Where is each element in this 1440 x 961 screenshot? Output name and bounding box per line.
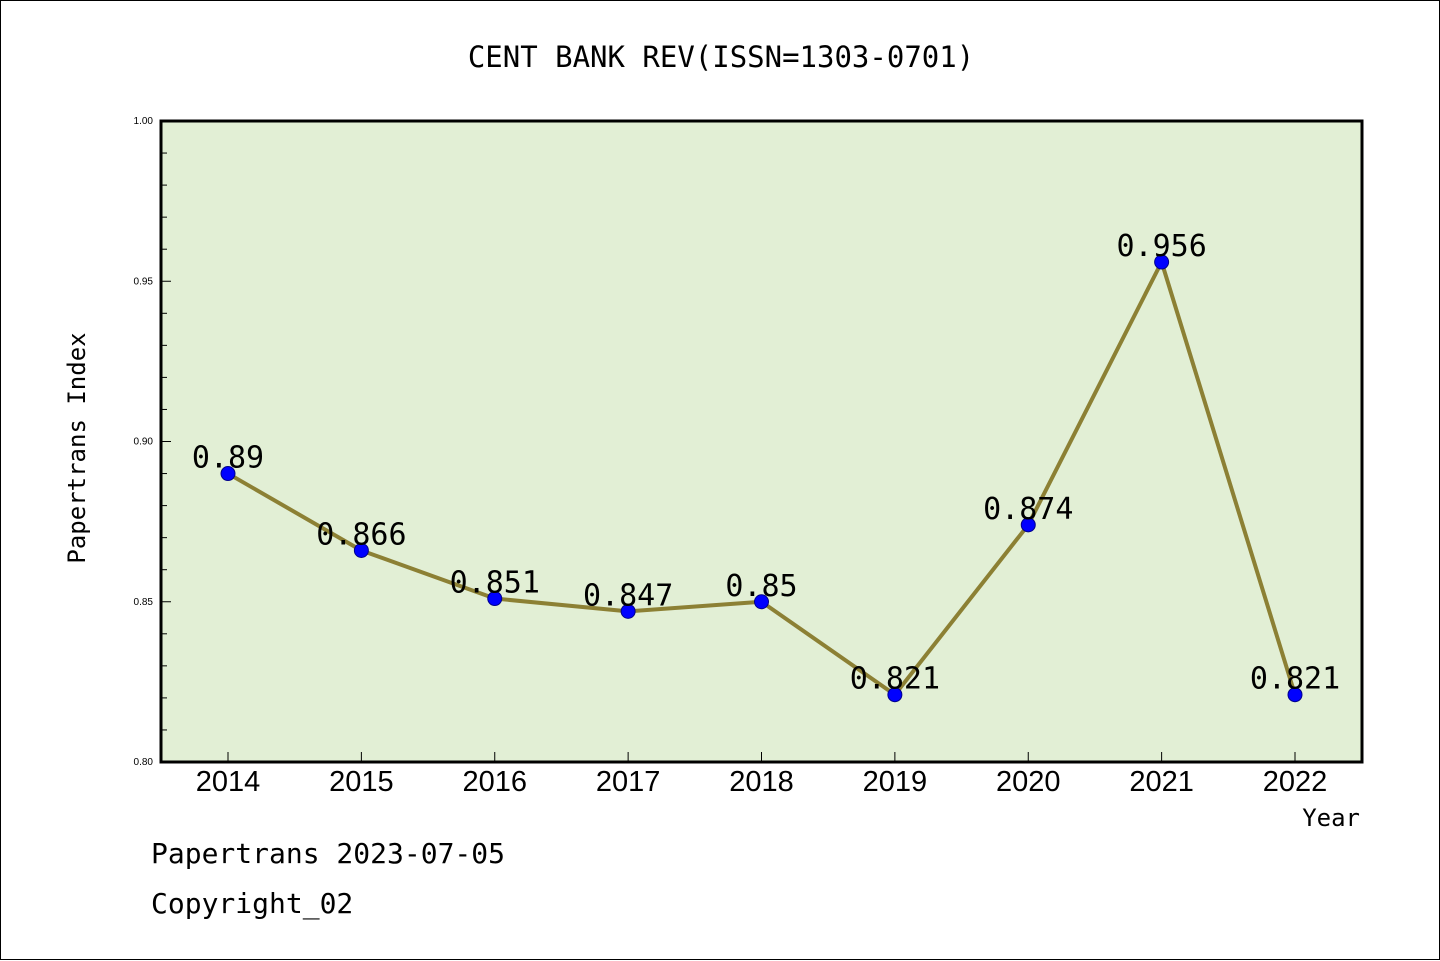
data-label: 0.851 [450,566,540,601]
data-point [754,594,769,610]
x-tick-label: 2017 [596,766,661,798]
x-tick-label: 2020 [996,766,1061,798]
y-axis: 0.80 0.85 0.90 0.95 1.00 [134,116,171,768]
x-tick-label: 2016 [462,766,527,798]
data-label: 0.821 [1250,662,1340,697]
x-tick-label: 2022 [1263,766,1328,798]
y-tick-label: 0.95 [134,276,154,287]
data-point [353,542,369,558]
x-tick-label: 2021 [1129,766,1194,798]
data-point [487,591,503,607]
data-label: 0.866 [316,517,406,552]
data-point [1020,517,1036,533]
x-tick-label: 2014 [196,766,261,798]
data-point [887,687,903,703]
y-tick-label: 0.90 [134,437,154,448]
data-point [1287,687,1303,703]
plot-area [159,119,1364,764]
x-axis: 2014 2015 2016 2017 2018 2019 2020 2021 2022 [196,752,1328,798]
x-tick-label: 2019 [863,766,928,798]
x-axis-label: Year [1302,804,1360,832]
chart-title: CENT BANK REV(ISSN=1303-0701) [468,40,974,74]
data-labels: 0.89 0.866 0.851 0.847 0.85 0.821 0.874 0.956 0.… [192,229,1340,697]
data-label: 0.89 [192,441,264,476]
data-label: 0.874 [983,492,1073,527]
data-label: 0.821 [850,662,940,697]
x-tick-label: 2018 [729,766,794,798]
y-axis-label: Papertrans Index [63,332,91,563]
footer-copyright: Copyright_02 [151,887,354,920]
data-point [1154,254,1170,270]
x-tick-label: 2015 [329,766,394,798]
data-point [620,603,636,619]
series-markers [220,254,1303,703]
data-label: 0.956 [1116,229,1206,264]
footer-date-line: Papertrans 2023-07-05 [151,837,506,870]
y-tick-label: 1.00 [134,116,154,127]
y-tick-label: 0.85 [134,597,154,608]
data-point [220,466,236,482]
data-label: 0.85 [725,569,797,604]
y-tick-label: 0.80 [134,757,154,768]
data-label: 0.847 [583,578,673,613]
